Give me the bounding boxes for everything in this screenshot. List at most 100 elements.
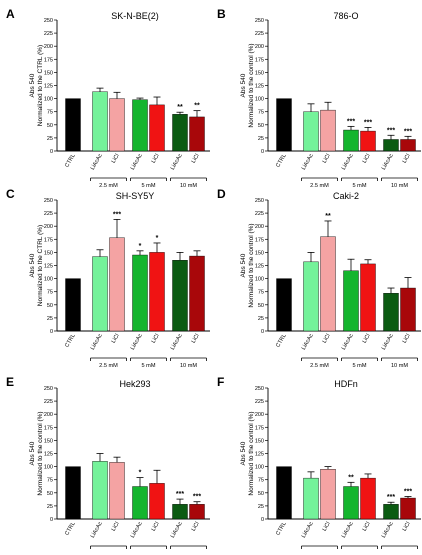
- y-tick-label: 75: [258, 290, 264, 296]
- group-label: 5 mM: [353, 183, 367, 189]
- y-tick-label: 250: [44, 386, 53, 392]
- y-tick-label: 50: [258, 123, 264, 129]
- y-axis-label: Normalized to the CTRL (%): [37, 225, 44, 306]
- y-axis-label: Abs 540: [240, 73, 247, 97]
- y-tick-label: 0: [50, 517, 53, 523]
- y-axis-label: Abs 540: [29, 441, 36, 465]
- group-label: 5 mM: [142, 183, 156, 189]
- y-tick-label: 125: [44, 452, 53, 458]
- bar: [383, 504, 399, 520]
- y-tick-label: 200: [44, 412, 53, 418]
- group-label: 2.5 mM: [99, 363, 118, 369]
- y-tick-label: 200: [44, 44, 53, 50]
- y-tick-label: 75: [47, 290, 53, 296]
- bar: [149, 483, 165, 520]
- significance-mark: ***: [387, 127, 395, 134]
- significance-mark: ***: [347, 118, 355, 125]
- y-axis-label: Normalized to the control (%): [248, 411, 255, 495]
- y-tick-label: 150: [44, 438, 53, 444]
- y-tick-label: 0: [50, 329, 53, 335]
- y-tick-label: 0: [261, 149, 264, 155]
- group-label: 10 mM: [391, 363, 408, 369]
- y-tick-label: 200: [255, 412, 264, 418]
- significance-mark: ***: [387, 494, 395, 501]
- y-axis-label: Abs 540: [29, 73, 36, 97]
- y-tick-label: 100: [44, 277, 53, 283]
- bar: [343, 270, 359, 332]
- category-label: LiAcAc: [90, 521, 104, 539]
- category-label: LiAcAc: [130, 521, 144, 539]
- panel-letter: E: [6, 375, 14, 389]
- significance-mark: ***: [404, 128, 412, 135]
- bar: [400, 287, 416, 332]
- chart-panel-e: E Hek293 Abs 540 Normalized to the control …: [6, 375, 210, 555]
- bar: [92, 91, 108, 152]
- bar: [132, 254, 148, 332]
- category-label: LiAcAc: [341, 153, 355, 171]
- group-label: 5 mM: [353, 363, 367, 369]
- category-label: CTRL: [275, 153, 288, 169]
- bar: [360, 130, 376, 152]
- y-tick-label: 125: [44, 264, 53, 270]
- bar: [189, 255, 205, 332]
- category-label: LiAcAc: [381, 333, 395, 351]
- significance-mark: **: [325, 213, 331, 220]
- chart-title: HDFn: [334, 379, 358, 389]
- y-axis-label: Abs 540: [240, 441, 247, 465]
- bar: [343, 129, 359, 152]
- significance-mark: ***: [113, 211, 121, 218]
- y-tick-label: 0: [261, 329, 264, 335]
- category-label: LiAcAc: [170, 333, 184, 351]
- bar: [320, 236, 336, 332]
- category-label: CTRL: [275, 521, 288, 537]
- chart-panel-a: A SK-N-BE(2) Abs 540 Normalized to the CTRL…: [6, 7, 210, 189]
- panel-letter: F: [217, 375, 224, 389]
- y-tick-label: 100: [44, 465, 53, 471]
- category-label: LiCl: [402, 153, 412, 164]
- category-label: LiAcAc: [341, 333, 355, 351]
- y-tick-label: 200: [255, 44, 264, 50]
- category-label: LiCl: [362, 521, 372, 532]
- bar: [172, 504, 188, 520]
- category-label: LiAcAc: [170, 153, 184, 171]
- category-label: LiCl: [151, 333, 161, 344]
- category-label: LiCl: [151, 521, 161, 532]
- bar: [109, 98, 125, 152]
- significance-mark: **: [194, 103, 200, 110]
- y-tick-label: 225: [44, 31, 53, 37]
- chart-panel-c: C SH-SY5Y Abs 540 Normalized to the CTRL (%…: [6, 187, 210, 369]
- significance-mark: *: [139, 243, 142, 250]
- category-label: LiCl: [322, 333, 332, 344]
- y-tick-label: 250: [255, 198, 264, 204]
- bar: [92, 256, 108, 332]
- category-label: LiCl: [111, 153, 121, 164]
- y-tick-label: 125: [255, 84, 264, 90]
- y-tick-label: 50: [47, 491, 53, 497]
- y-tick-label: 150: [44, 250, 53, 256]
- y-axis-label: Normalized to the control (%): [248, 43, 255, 127]
- y-tick-label: 25: [47, 136, 53, 142]
- y-axis-label: Abs 540: [29, 253, 36, 277]
- category-label: LiCl: [362, 153, 372, 164]
- bar: [172, 114, 188, 152]
- y-tick-label: 25: [258, 136, 264, 142]
- group-label: 2.5 mM: [310, 363, 329, 369]
- y-tick-label: 0: [50, 149, 53, 155]
- significance-mark: **: [177, 104, 183, 111]
- category-label: LiAcAc: [170, 521, 184, 539]
- category-label: CTRL: [64, 521, 77, 537]
- category-label: LiCl: [322, 153, 332, 164]
- significance-mark: **: [348, 474, 354, 481]
- significance-mark: ***: [404, 488, 412, 495]
- bar: [189, 504, 205, 520]
- bar: [320, 109, 336, 152]
- y-tick-label: 175: [44, 237, 53, 243]
- bar: [276, 278, 292, 332]
- group-label: 2.5 mM: [99, 183, 118, 189]
- bar: [360, 477, 376, 520]
- y-tick-label: 150: [255, 438, 264, 444]
- bar: [149, 104, 165, 152]
- y-tick-label: 75: [47, 478, 53, 484]
- y-tick-label: 150: [44, 70, 53, 76]
